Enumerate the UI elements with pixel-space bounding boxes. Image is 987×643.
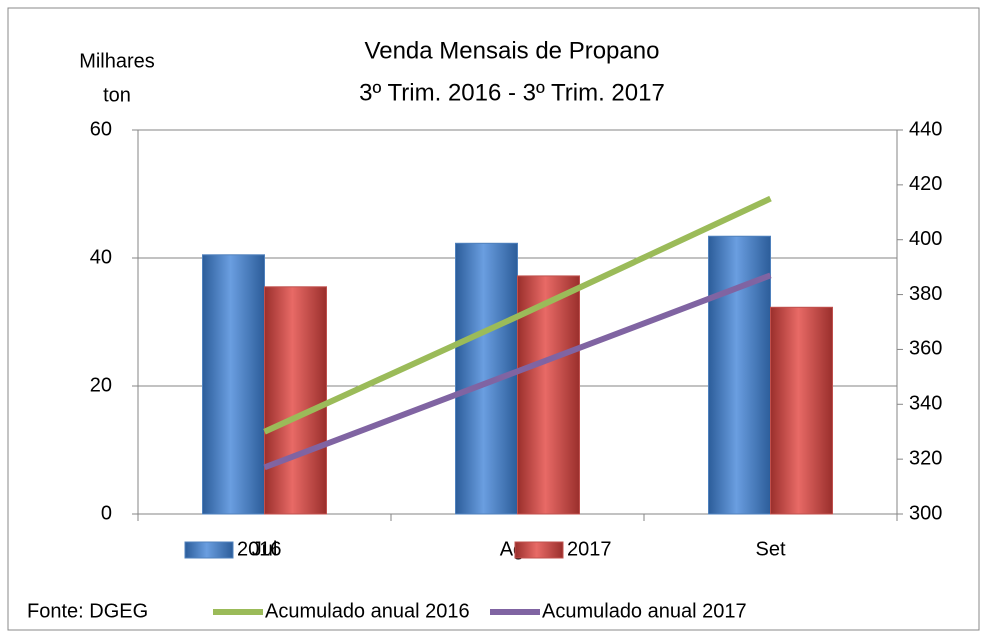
- source: Fonte: DGEG: [27, 600, 148, 622]
- bar: [770, 306, 833, 515]
- bar: [708, 235, 771, 515]
- x-tick-label: Set: [755, 538, 785, 560]
- line-series: [263, 272, 772, 471]
- chart-title: Venda Mensais de Propano: [365, 37, 660, 64]
- y2-tick-label: 380: [909, 283, 942, 305]
- legend-swatch: [184, 541, 234, 559]
- y-tick-label: 20: [90, 374, 112, 396]
- legend-label: 2017: [567, 538, 612, 560]
- bar: [517, 275, 580, 515]
- bar: [202, 254, 265, 515]
- y2-tick-label: 400: [909, 228, 942, 250]
- legend-label: 2016: [237, 538, 282, 560]
- y2-tick-label: 440: [909, 118, 942, 140]
- y2-tick-label: 360: [909, 338, 942, 360]
- bar: [264, 286, 327, 515]
- x-tick-label: Jul: [252, 538, 278, 560]
- y2-tick-label: 300: [909, 502, 942, 524]
- line-series: [263, 195, 772, 435]
- y2-tick-label: 420: [909, 173, 942, 195]
- chart-subtitle: 3º Trim. 2016 - 3º Trim. 2017: [359, 79, 665, 106]
- y-tick-label: 0: [101, 502, 112, 524]
- y-axis-label: Milhares: [79, 50, 155, 72]
- bar: [455, 242, 518, 515]
- y-tick-label: 60: [90, 118, 112, 140]
- y-tick-label: 40: [90, 246, 112, 268]
- y2-tick-label: 340: [909, 393, 942, 415]
- y-axis-label: ton: [103, 84, 131, 106]
- legend-label: Acumulado anual 2016: [265, 600, 470, 622]
- y2-tick-label: 320: [909, 447, 942, 469]
- legend-label: Acumulado anual 2017: [542, 600, 747, 622]
- legend-swatch: [514, 541, 564, 559]
